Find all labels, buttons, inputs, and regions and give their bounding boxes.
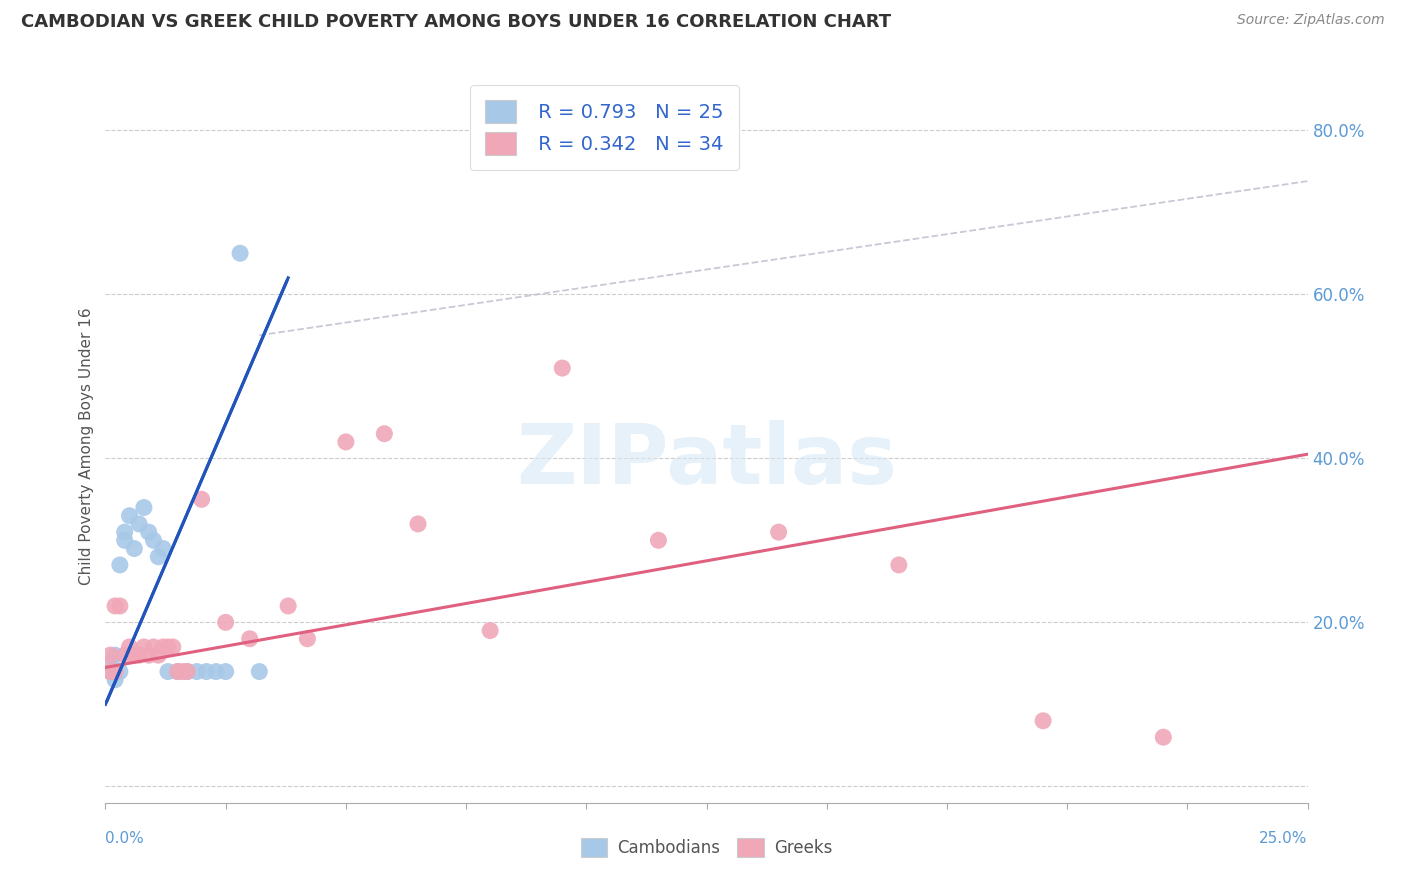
Point <box>114 525 136 540</box>
Point <box>335 434 357 449</box>
Point <box>152 541 174 556</box>
Point <box>172 665 194 679</box>
Point <box>176 665 198 679</box>
Point <box>108 558 131 572</box>
Point <box>118 508 141 523</box>
Point <box>647 533 669 548</box>
Point <box>114 533 136 548</box>
Point <box>205 665 228 679</box>
Point <box>166 665 188 679</box>
Point <box>373 426 395 441</box>
Point <box>1032 714 1054 728</box>
Text: 0.0%: 0.0% <box>105 831 145 846</box>
Point <box>186 665 208 679</box>
Point <box>479 624 502 638</box>
Point <box>176 665 198 679</box>
Point <box>128 516 150 531</box>
Point <box>239 632 262 646</box>
Point <box>98 657 121 671</box>
Point <box>190 492 212 507</box>
Point <box>152 640 174 654</box>
Point <box>138 525 160 540</box>
Point <box>195 665 218 679</box>
Point <box>98 665 121 679</box>
Point <box>142 533 165 548</box>
Point <box>247 665 270 679</box>
Point <box>138 648 160 662</box>
Point <box>132 500 155 515</box>
Point <box>148 549 170 564</box>
Point <box>229 246 252 260</box>
Point <box>108 665 131 679</box>
Y-axis label: Child Poverty Among Boys Under 16: Child Poverty Among Boys Under 16 <box>79 307 94 585</box>
Point <box>768 525 790 540</box>
Point <box>166 665 188 679</box>
Point <box>297 632 319 646</box>
Point <box>406 516 429 531</box>
Point <box>1152 730 1174 744</box>
Point <box>104 665 127 679</box>
Text: CAMBODIAN VS GREEK CHILD POVERTY AMONG BOYS UNDER 16 CORRELATION CHART: CAMBODIAN VS GREEK CHILD POVERTY AMONG B… <box>21 13 891 31</box>
Point <box>104 648 127 662</box>
Point <box>118 640 141 654</box>
Point <box>214 665 236 679</box>
Point <box>128 648 150 662</box>
Point <box>156 640 179 654</box>
Point <box>551 361 574 376</box>
Point <box>124 648 146 662</box>
Point <box>114 648 136 662</box>
Point <box>104 599 127 613</box>
Point <box>142 640 165 654</box>
Text: Source: ZipAtlas.com: Source: ZipAtlas.com <box>1237 13 1385 28</box>
Point <box>887 558 910 572</box>
Point <box>132 640 155 654</box>
Point <box>162 640 184 654</box>
Point <box>214 615 236 630</box>
Text: 25.0%: 25.0% <box>1260 831 1308 846</box>
Point <box>148 648 170 662</box>
Point <box>98 648 121 662</box>
Point <box>277 599 299 613</box>
Point <box>98 665 121 679</box>
Text: ZIPatlas: ZIPatlas <box>516 420 897 500</box>
Point <box>108 599 131 613</box>
Point <box>124 541 146 556</box>
Legend: Cambodians, Greeks: Cambodians, Greeks <box>572 830 841 866</box>
Point <box>104 673 127 687</box>
Point <box>156 665 179 679</box>
